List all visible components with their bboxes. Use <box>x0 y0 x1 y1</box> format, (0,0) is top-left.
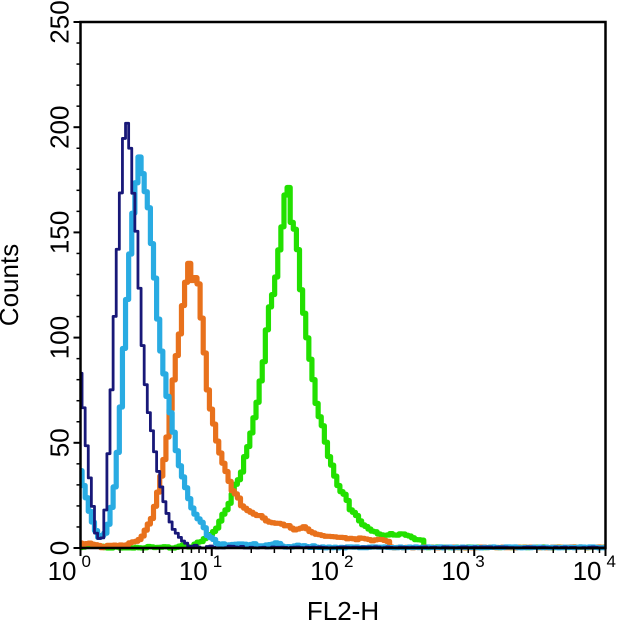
svg-text:50: 50 <box>44 428 74 457</box>
svg-text:10: 10 <box>573 556 602 586</box>
svg-text:100: 100 <box>44 316 74 359</box>
svg-text:10: 10 <box>310 556 339 586</box>
svg-text:10: 10 <box>179 556 208 586</box>
svg-text:10: 10 <box>441 556 470 586</box>
svg-text:Counts: Counts <box>0 244 24 326</box>
svg-text:0: 0 <box>82 552 91 571</box>
svg-text:150: 150 <box>44 211 74 254</box>
svg-text:1: 1 <box>213 552 222 571</box>
svg-text:200: 200 <box>44 106 74 149</box>
svg-text:4: 4 <box>607 552 616 571</box>
svg-text:250: 250 <box>44 0 74 43</box>
svg-text:FL2-H: FL2-H <box>307 596 379 626</box>
svg-text:2: 2 <box>344 552 353 571</box>
svg-text:0: 0 <box>44 541 74 555</box>
svg-text:3: 3 <box>475 552 484 571</box>
svg-text:10: 10 <box>48 556 77 586</box>
